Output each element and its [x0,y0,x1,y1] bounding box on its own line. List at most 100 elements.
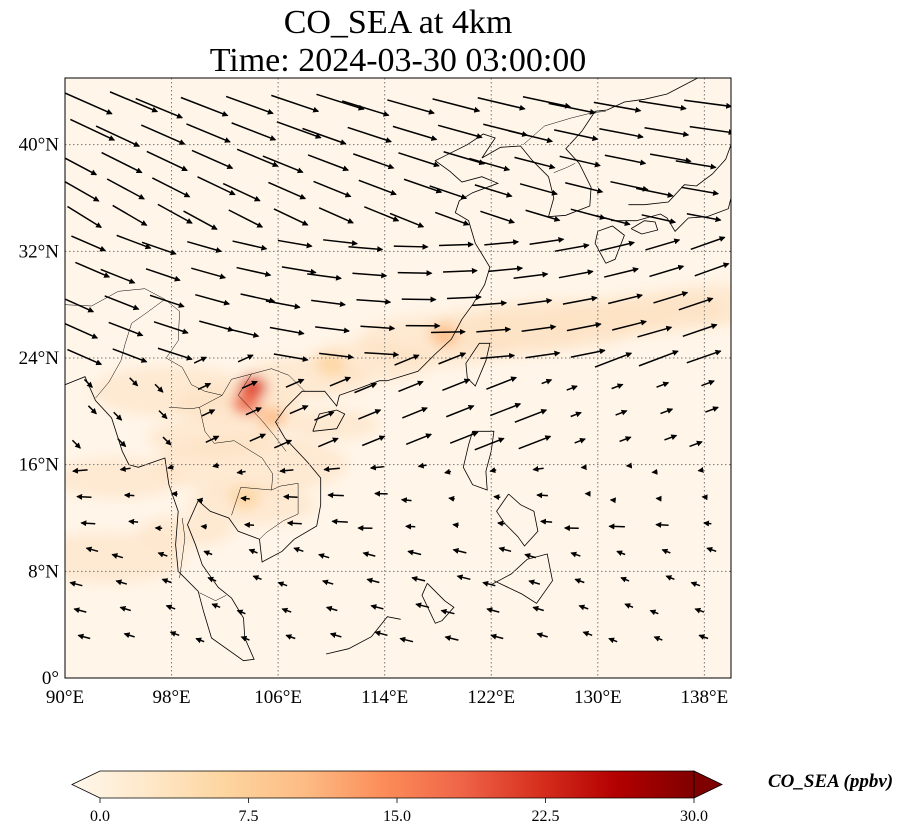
wind-arrow [582,631,593,637]
border-segment [95,299,166,399]
border-segment [168,407,200,409]
wind-arrow [236,266,272,277]
wind-arrow [123,492,135,499]
wind-arrow [489,402,522,417]
wind-arrow [689,440,703,448]
colorbar-max-extension [693,770,723,799]
wind-arrow [638,100,687,111]
wind-arrow [369,464,384,471]
border-segment [199,395,299,540]
wind-arrow [610,180,649,192]
co-concentration-layer [65,284,731,583]
wind-arrow [149,294,185,308]
wind-arrow [405,433,433,446]
wind-arrow [489,467,497,474]
wind-arrow [113,411,123,421]
wind-arrow [484,239,520,246]
wind-arrow [228,209,264,228]
wind-arrow [281,266,317,275]
coastlines [65,78,731,662]
wind-arrow [440,608,455,615]
wind-arrow [317,437,339,448]
wind-arrow [469,157,511,172]
wind-arrow [128,518,139,525]
co-plume-patch [137,516,233,547]
wind-arrow [452,548,467,554]
wind-arrow [508,130,554,144]
longitude-tick-label: 138°E [681,687,729,708]
wind-arrow [490,633,504,640]
wind-arrow [608,293,643,305]
wind-arrow [615,409,628,416]
wind-arrow [637,325,673,338]
wind-arrow [162,436,172,446]
wind-arrow [191,267,227,280]
wind-arrow [69,580,83,587]
wind-arrow [624,603,634,609]
wind-arrow [482,580,496,587]
wind-arrow [191,149,234,169]
co-plume-patch [65,458,183,498]
wind-arrow [559,155,601,168]
wind-arrow [225,95,274,115]
wind-arrow [165,604,176,611]
wind-arrow [240,495,250,502]
wind-arrow [525,209,561,222]
wind-arrow [532,605,544,612]
wind-arrow [70,118,116,141]
wind-arrow [486,607,500,614]
wind-arrow [521,324,557,333]
wind-arrow [393,243,429,250]
wind-arrow [108,321,144,337]
wind-arrow [604,267,639,278]
wind-arrow [224,327,260,338]
co-hotspot [317,353,346,376]
border-segment [231,487,272,516]
wind-arrow [323,466,340,473]
wind-arrow [438,352,467,365]
wind-arrow [153,321,189,335]
longitude-tick-label: 114°E [361,687,408,708]
wind-arrow [529,236,565,245]
wind-arrow [196,497,203,504]
wind-arrow [141,241,177,256]
co-plume-patch [283,409,380,440]
wind-arrow [116,234,152,250]
wind-arrow [415,602,430,609]
wind-arrow [690,581,701,588]
wind-arrow [146,150,188,172]
wind-arrow [205,435,220,444]
colorbar-tick-label: 30.0 [680,808,708,825]
wind-arrow [452,522,459,529]
wind-arrow [289,405,309,415]
wind-arrow [195,293,231,306]
wind-arrow [566,385,578,391]
wind-arrow [497,520,505,527]
wind-arrow [686,349,722,364]
wind-arrow [315,326,350,334]
wind-arrow [271,94,320,113]
wind-arrow [698,634,709,640]
wind-arrow [554,129,599,142]
wind-arrow [703,520,712,527]
wind-arrow [444,635,459,642]
wind-arrow [129,377,139,387]
wind-arrow [578,604,589,611]
wind-arrow [77,633,91,640]
border-segment [65,288,305,396]
wind-arrow [252,575,262,581]
wind-arrow [442,378,471,392]
co-plume-patch [147,418,276,458]
wind-arrow [705,406,719,413]
wind-arrow [429,185,468,200]
wind-arrow [570,551,581,558]
wind-arrow [593,101,642,113]
wind-arrow [532,465,544,472]
wind-arrow [193,356,208,364]
wind-arrow [645,238,681,251]
wind-arrow [232,240,268,251]
wind-arrow [314,411,335,421]
colorbar-ticks: 0.0 7.5 15.0 22.5 30.0 [90,798,708,825]
wind-arrow [231,122,277,141]
wind-arrow [274,439,293,449]
